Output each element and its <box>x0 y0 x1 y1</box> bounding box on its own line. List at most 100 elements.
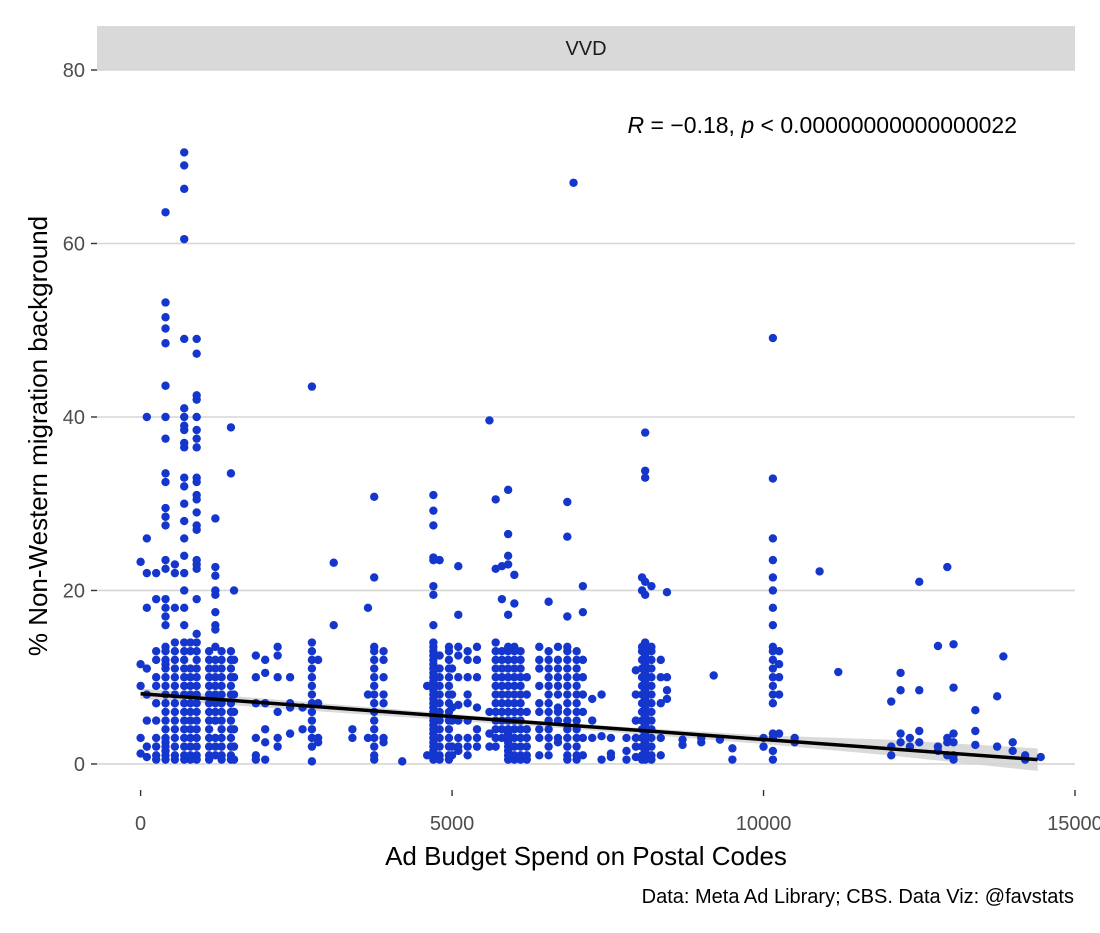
data-point-87 <box>180 412 189 422</box>
facet-strip-label: VVD <box>565 38 606 60</box>
data-point-454 <box>503 681 513 691</box>
data-point-294 <box>370 673 379 682</box>
data-point-20 <box>151 699 161 708</box>
data-point-588 <box>606 733 616 743</box>
data-point-184 <box>211 590 220 600</box>
data-point-306 <box>379 655 388 665</box>
data-point-527 <box>544 742 553 751</box>
data-point-267 <box>307 673 317 682</box>
data-point-22 <box>151 733 161 743</box>
data-point-204 <box>217 681 226 691</box>
data-point-285 <box>363 603 373 613</box>
data-point-541 <box>563 532 572 541</box>
data-point-293 <box>370 664 379 673</box>
data-point-137 <box>192 434 201 443</box>
data-point-452 <box>503 664 513 673</box>
data-point-592 <box>622 755 631 764</box>
data-point-102 <box>180 638 189 647</box>
data-point-276 <box>307 757 317 766</box>
data-point-287 <box>363 733 373 743</box>
data-point-408 <box>472 703 482 712</box>
gridlines <box>97 69 1075 765</box>
data-point-393 <box>454 733 463 743</box>
data-point-46 <box>161 647 170 656</box>
data-point-302 <box>370 742 379 751</box>
data-point-128 <box>186 742 195 751</box>
data-point-12 <box>142 742 152 751</box>
data-point-176 <box>204 733 214 743</box>
data-point-357 <box>435 699 444 708</box>
data-point-224 <box>226 716 236 725</box>
data-point-579 <box>578 733 588 743</box>
data-point-359 <box>435 716 444 725</box>
data-point-253 <box>273 707 282 717</box>
data-point-549 <box>563 690 572 699</box>
data-point-190 <box>211 664 220 673</box>
data-point-476 <box>510 699 519 708</box>
data-point-272 <box>307 716 317 725</box>
data-point-595 <box>631 716 641 725</box>
data-point-544 <box>563 647 572 656</box>
data-point-188 <box>211 642 220 652</box>
data-point-434 <box>497 655 507 665</box>
data-point-135 <box>192 412 201 422</box>
data-point-685 <box>768 474 778 483</box>
data-point-370 <box>444 681 454 691</box>
data-point-1 <box>136 660 145 669</box>
data-point-567 <box>572 716 581 725</box>
data-point-277 <box>313 655 323 665</box>
data-point-651 <box>647 647 656 656</box>
data-point-584 <box>597 690 606 699</box>
data-point-226 <box>226 733 236 743</box>
data-point-655 <box>647 681 656 691</box>
data-point-397 <box>463 655 472 665</box>
data-point-220 <box>226 681 236 691</box>
data-point-234 <box>229 707 239 717</box>
data-point-282 <box>329 620 338 630</box>
data-point-110 <box>180 707 189 717</box>
data-point-649 <box>647 581 656 591</box>
data-point-210 <box>217 733 226 743</box>
data-point-154 <box>192 664 201 673</box>
data-point-570 <box>572 742 581 751</box>
data-point-564 <box>572 690 581 699</box>
data-point-126 <box>186 725 195 734</box>
data-point-446 <box>503 551 513 560</box>
data-point-130 <box>186 755 195 764</box>
y-tick-label-0: 0 <box>74 754 85 776</box>
data-point-422 <box>491 673 500 682</box>
data-point-216 <box>226 647 236 656</box>
data-point-494 <box>516 733 525 743</box>
data-point-399 <box>463 690 472 699</box>
data-point-73 <box>170 699 180 708</box>
data-point-280 <box>313 738 323 747</box>
data-point-420 <box>491 655 500 665</box>
data-point-106 <box>180 673 189 682</box>
data-point-552 <box>563 716 572 725</box>
data-point-576 <box>578 673 588 682</box>
x-axis-title: Ad Budget Spend on Postal Codes <box>385 841 787 871</box>
data-point-667 <box>656 699 665 708</box>
data-point-583 <box>588 733 597 743</box>
data-point-574 <box>578 607 588 617</box>
data-point-296 <box>370 690 379 699</box>
data-point-411 <box>472 742 482 751</box>
data-point-2 <box>136 749 145 758</box>
data-point-439 <box>497 699 507 708</box>
data-point-380 <box>447 664 457 673</box>
data-point-244 <box>260 655 270 665</box>
y-axis: 0 20 40 60 80 <box>63 60 97 776</box>
data-point-597 <box>631 742 641 751</box>
data-point-265 <box>307 655 317 665</box>
data-point-711 <box>815 567 824 576</box>
data-point-677 <box>697 738 706 747</box>
data-point-353 <box>435 664 444 673</box>
data-point-56 <box>161 725 170 734</box>
data-point-484 <box>516 647 525 656</box>
data-point-389 <box>454 651 463 660</box>
data-point-315 <box>429 490 438 500</box>
data-point-744 <box>999 652 1008 661</box>
data-point-247 <box>260 725 270 734</box>
data-point-175 <box>204 725 214 734</box>
data-point-113 <box>180 733 189 743</box>
